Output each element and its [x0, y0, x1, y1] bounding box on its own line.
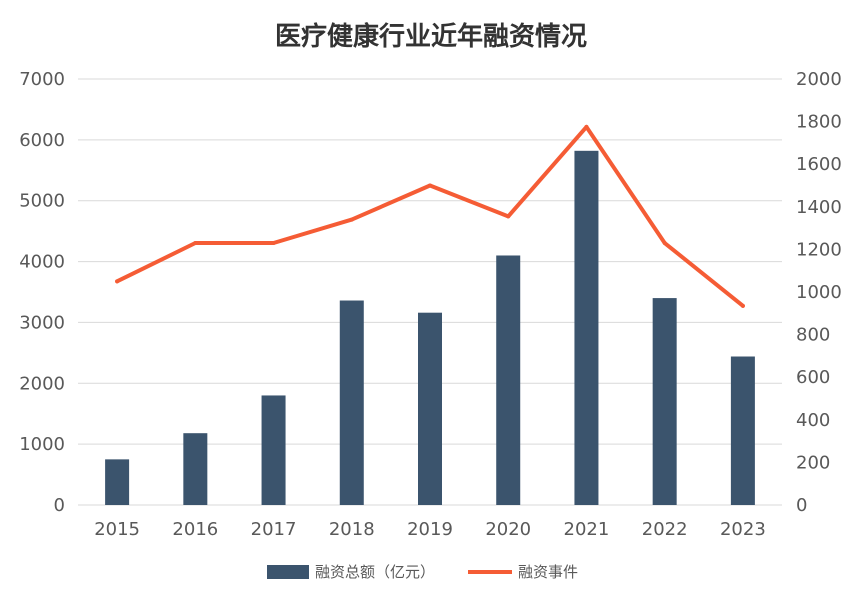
line-point [271, 241, 276, 246]
left-tick-label: 4000 [19, 252, 65, 273]
left-tick-label: 1000 [19, 434, 65, 455]
line-point [506, 214, 511, 219]
left-tick-label: 6000 [19, 130, 65, 151]
x-tick-label: 2019 [407, 519, 453, 540]
x-tick-label: 2018 [329, 519, 375, 540]
right-tick-label: 2000 [796, 69, 842, 90]
line-path [115, 124, 745, 308]
right-tick-label: 1200 [796, 239, 842, 260]
left-tick-label: 0 [54, 495, 65, 516]
bar [418, 312, 442, 505]
bar [730, 356, 755, 505]
line-point [584, 124, 589, 129]
left-tick-label: 5000 [19, 191, 65, 212]
x-tick-label: 2022 [642, 519, 688, 540]
right-tick-label: 400 [796, 410, 830, 431]
line-point [428, 183, 432, 188]
legend-line-label: 融资事件 [518, 563, 578, 581]
legend: 融资总额（亿元） 融资事件 [267, 563, 578, 581]
line-point [740, 303, 745, 308]
bar [496, 255, 521, 505]
x-tick-label: 2020 [485, 519, 531, 540]
bar [574, 150, 599, 505]
line-point [115, 279, 120, 284]
left-axis-ticks: 0 1000 2000 3000 4000 5000 6000 7000 [19, 69, 65, 516]
line-point [349, 217, 354, 222]
x-tick-label: 2023 [720, 519, 766, 540]
chart-title: 医疗健康行业近年融资情况 [275, 21, 587, 52]
right-tick-label: 1600 [796, 154, 842, 175]
left-tick-label: 3000 [19, 312, 65, 333]
bar [183, 433, 208, 505]
x-axis-ticks: 2015 2016 2017 2018 2019 2020 2021 2022 2023 [94, 519, 766, 540]
right-axis-ticks: 0 200 400 600 800 1000 1200 1400 1600 1800 2000 [796, 69, 842, 516]
bar [105, 459, 130, 505]
right-tick-label: 1800 [796, 112, 842, 133]
bar [339, 300, 364, 505]
bar-series [105, 150, 755, 505]
right-tick-label: 600 [796, 367, 830, 388]
right-tick-label: 1000 [796, 282, 842, 303]
line-point [193, 241, 198, 246]
left-tick-label: 7000 [19, 69, 65, 90]
x-tick-label: 2017 [251, 519, 297, 540]
right-tick-label: 200 [796, 452, 830, 473]
x-tick-label: 2021 [564, 519, 610, 540]
right-tick-label: 0 [796, 495, 807, 516]
right-tick-label: 800 [796, 325, 830, 346]
bar [652, 298, 677, 505]
legend-bar-label: 融资总额（亿元） [315, 563, 435, 581]
legend-bar-swatch [267, 565, 309, 579]
left-tick-label: 2000 [19, 373, 65, 394]
line-series [115, 124, 745, 308]
bar [261, 395, 286, 505]
right-tick-label: 1400 [796, 197, 842, 218]
line-point [662, 241, 667, 246]
x-tick-label: 2015 [94, 519, 140, 540]
x-tick-label: 2016 [172, 519, 218, 540]
